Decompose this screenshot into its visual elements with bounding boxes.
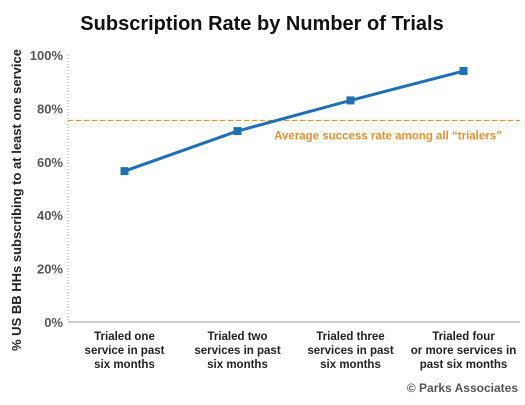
- x-tick-label: Trialed three services in past six months: [307, 331, 393, 371]
- credit: © Parks Associates: [407, 381, 518, 395]
- x-tick-label: Trialed four or more services in past six …: [411, 331, 516, 371]
- series-line: [123, 69, 464, 173]
- reference-line-group: Average success rate among all “trialers…: [68, 119, 520, 142]
- y-axis-label: % US BB HHs subscribing to at least one …: [9, 49, 24, 351]
- y-tick-label: 40%: [37, 208, 63, 223]
- y-tick-labels: 0% 20% 40% 60% 80% 100%: [30, 48, 64, 330]
- chart-title: Subscription Rate by Number of Trials: [80, 13, 443, 35]
- y-tick-label: 100%: [30, 48, 64, 63]
- series-group: [120, 67, 468, 176]
- data-point-marker: [233, 127, 242, 136]
- x-tick-labels: Trialed one service in past six months Tria…: [85, 331, 517, 371]
- data-point-marker: [120, 167, 129, 176]
- y-tick-label: 60%: [37, 155, 63, 170]
- x-tick-label: Trialed one service in past six months: [85, 331, 165, 371]
- data-point-marker: [459, 67, 468, 76]
- y-tick-label: 80%: [37, 101, 63, 116]
- y-tick-label: 20%: [37, 262, 63, 277]
- reference-line-label: Average success rate among all “trialers…: [274, 130, 502, 142]
- y-tick-label: 0%: [44, 315, 63, 330]
- data-point-marker: [346, 96, 355, 105]
- x-tick-label: Trialed two services in past six months: [194, 331, 280, 371]
